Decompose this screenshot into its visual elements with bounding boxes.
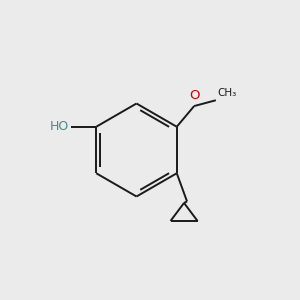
Text: HO: HO (50, 120, 69, 133)
Text: CH₃: CH₃ (218, 88, 237, 98)
Text: O: O (189, 89, 200, 103)
